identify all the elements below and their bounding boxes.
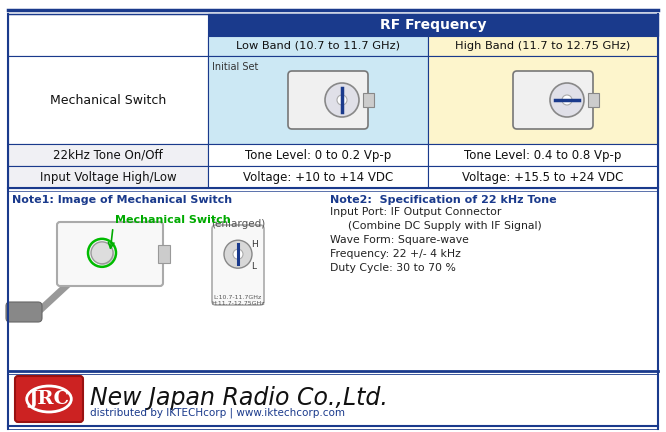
FancyBboxPatch shape xyxy=(212,225,264,305)
FancyBboxPatch shape xyxy=(15,376,83,422)
Bar xyxy=(8,56,208,144)
Circle shape xyxy=(92,243,114,265)
Text: (Combine DC Supply with IF Signal): (Combine DC Supply with IF Signal) xyxy=(348,221,541,231)
Bar xyxy=(158,245,170,263)
Text: Voltage: +15.5 to +24 VDC: Voltage: +15.5 to +24 VDC xyxy=(462,171,623,184)
Circle shape xyxy=(224,240,252,268)
Text: 22kHz Tone On/Off: 22kHz Tone On/Off xyxy=(53,149,163,162)
Circle shape xyxy=(337,95,347,105)
Bar xyxy=(8,166,208,188)
Bar xyxy=(363,93,374,107)
Text: Wave Form: Square-wave: Wave Form: Square-wave xyxy=(330,235,469,245)
Text: High Band (11.7 to 12.75 GHz): High Band (11.7 to 12.75 GHz) xyxy=(456,41,631,51)
Text: Input Port: IF Output Connector: Input Port: IF Output Connector xyxy=(330,207,501,217)
Circle shape xyxy=(91,242,113,264)
FancyBboxPatch shape xyxy=(513,71,593,129)
Text: Input Voltage High/Low: Input Voltage High/Low xyxy=(40,171,176,184)
Bar xyxy=(428,166,658,188)
Text: Mechanical Switch: Mechanical Switch xyxy=(50,93,166,107)
Circle shape xyxy=(550,83,584,117)
Text: Frequency: 22 +/- 4 kHz: Frequency: 22 +/- 4 kHz xyxy=(330,249,461,259)
Text: distributed by IKTECHcorp | www.iktechcorp.com: distributed by IKTECHcorp | www.iktechco… xyxy=(90,407,345,417)
Bar xyxy=(8,14,208,56)
Text: (enlarged): (enlarged) xyxy=(211,219,265,229)
Text: Tone Level: 0.4 to 0.8 Vp-p: Tone Level: 0.4 to 0.8 Vp-p xyxy=(464,149,621,162)
Bar xyxy=(208,14,658,36)
FancyBboxPatch shape xyxy=(6,302,42,322)
Circle shape xyxy=(233,249,243,259)
Bar xyxy=(208,166,428,188)
Text: Tone Level: 0 to 0.2 Vp-p: Tone Level: 0 to 0.2 Vp-p xyxy=(245,149,391,162)
Circle shape xyxy=(562,95,572,105)
Text: L:10.7-11.7GHz
H:11.7-12.75GHz: L:10.7-11.7GHz H:11.7-12.75GHz xyxy=(211,295,265,306)
Text: RF Frequency: RF Frequency xyxy=(380,18,486,32)
Bar xyxy=(428,36,658,56)
Text: New Japan Radio Co.,Ltd.: New Japan Radio Co.,Ltd. xyxy=(90,386,388,410)
Text: Note2:  Specification of 22 kHz Tone: Note2: Specification of 22 kHz Tone xyxy=(330,195,557,205)
Bar xyxy=(208,144,428,166)
Text: Mechanical Switch: Mechanical Switch xyxy=(115,215,230,225)
Text: Voltage: +10 to +14 VDC: Voltage: +10 to +14 VDC xyxy=(243,171,393,184)
Text: JRC: JRC xyxy=(29,390,69,408)
Text: Note1: Image of Mechanical Switch: Note1: Image of Mechanical Switch xyxy=(12,195,232,205)
Text: L: L xyxy=(252,262,256,271)
FancyBboxPatch shape xyxy=(57,222,163,286)
Text: Duty Cycle: 30 to 70 %: Duty Cycle: 30 to 70 % xyxy=(330,263,456,273)
Bar xyxy=(428,56,658,144)
Bar xyxy=(208,56,428,144)
Text: Initial Set: Initial Set xyxy=(212,62,258,72)
Text: H: H xyxy=(250,240,257,249)
Bar xyxy=(8,144,208,166)
Text: Low Band (10.7 to 11.7 GHz): Low Band (10.7 to 11.7 GHz) xyxy=(236,41,400,51)
Bar xyxy=(208,36,428,56)
Bar xyxy=(428,144,658,166)
Circle shape xyxy=(325,83,359,117)
Bar xyxy=(8,372,658,426)
FancyBboxPatch shape xyxy=(288,71,368,129)
Bar xyxy=(588,93,599,107)
